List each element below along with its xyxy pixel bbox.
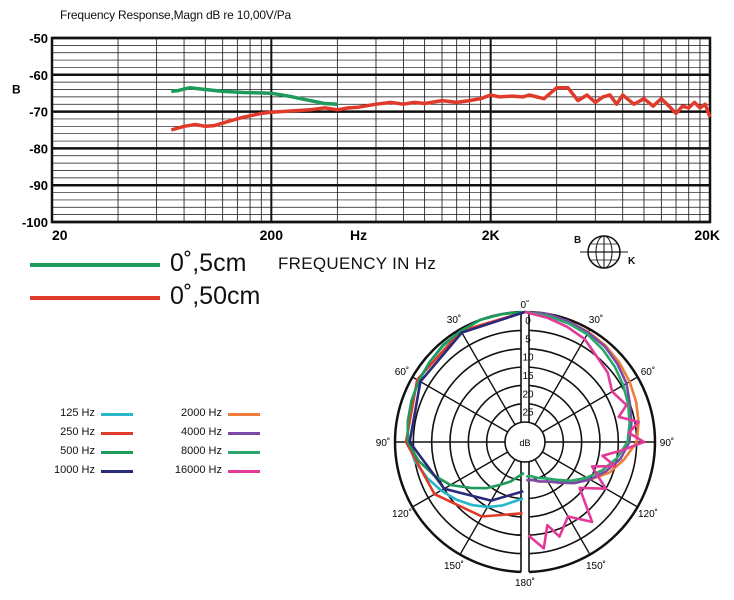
polar-radial-label: 10 — [522, 353, 534, 364]
x-axis-caption: FREQUENCY IN Hz — [278, 254, 437, 273]
polar-angle-label: 150˚ — [444, 560, 464, 572]
polar-radial-label: 15 — [522, 371, 534, 382]
x-tick-label: 2K — [482, 227, 500, 243]
polar-angle-label: 90˚ — [660, 437, 674, 449]
polar-gap-bottom — [521, 464, 529, 576]
series-line-50cm — [170, 85, 712, 132]
polar-radial-label: 5 — [525, 334, 531, 345]
y-tick-label: -90 — [29, 178, 48, 193]
y-tick-label: -50 — [29, 31, 48, 46]
polar-angle-label: 120˚ — [392, 508, 412, 520]
polar-angle-label: 30˚ — [589, 314, 603, 326]
polar-directivity-chart: 0 5 10 15 20 25 dB 0˚ 30˚ 30˚ 60˚ 60˚ 90˚ 90˚ 120˚ 120˚… — [376, 300, 674, 589]
polar-legend-swatch — [101, 451, 133, 454]
polar-angle-label: 60˚ — [641, 366, 655, 378]
polar-angle-label: 60˚ — [395, 366, 409, 378]
legend-item-5cm: 0˚,5cm — [22, 249, 352, 282]
polar-spoke — [541, 376, 638, 433]
frequency-response-chart: -50 -60 -70 -80 -90 -100 B 20 200 Hz 2K 20K — [12, 31, 720, 243]
polar-series-16000hz — [524, 310, 646, 550]
polar-spoke — [534, 329, 591, 426]
polar-angle-label: 180˚ — [515, 577, 535, 589]
polar-legend-swatch — [101, 413, 133, 416]
y-tick-label: -70 — [29, 105, 48, 120]
polar-spoke — [534, 458, 591, 555]
globe-icon — [580, 235, 628, 269]
polar-legend-text: 250 Hz — [60, 426, 95, 438]
polar-angle-label: 30˚ — [447, 314, 461, 326]
polar-gap-top — [521, 308, 529, 420]
polar-series-500hz — [406, 310, 526, 490]
legend-swatch-50cm — [30, 296, 160, 300]
polar-legend-text: 16000 Hz — [174, 464, 222, 476]
polar-spoke — [459, 329, 516, 426]
polar-legend-text: 500 Hz — [60, 445, 95, 457]
polar-spoke — [412, 451, 509, 508]
polar-angle-label: 120˚ — [638, 508, 658, 520]
polar-legend-swatch — [228, 432, 260, 435]
x-tick-label: Hz — [350, 227, 367, 243]
legend-item-50cm: 0˚,50cm — [22, 282, 352, 315]
series-line-5cm — [171, 85, 338, 106]
polar-legend-text: 125 Hz — [60, 407, 95, 419]
polar-series-1000hz — [408, 310, 526, 502]
x-tick-label: 20K — [694, 227, 720, 243]
legend-label-50cm: 0˚,50cm — [170, 282, 261, 310]
polar-radial-label: 20 — [522, 389, 534, 400]
polar-legend-text: 2000 Hz — [181, 407, 222, 419]
polar-legend-swatch — [228, 451, 260, 454]
polar-radial-label: 0 — [525, 316, 531, 327]
polar-legend-text: 8000 Hz — [181, 445, 222, 457]
logo-letter-b: B — [574, 235, 582, 246]
polar-spoke — [412, 376, 509, 433]
polar-center-label: dB — [519, 438, 530, 448]
polar-legend-swatch — [101, 432, 133, 435]
polar-radial-label: 25 — [522, 408, 534, 419]
y-tick-label: -80 — [29, 141, 48, 156]
polar-series-8000hz — [524, 310, 631, 483]
polar-legend-swatch — [228, 413, 260, 416]
polar-legend-swatch — [101, 470, 133, 473]
plot-frame — [50, 36, 712, 224]
y-axis-label: B — [12, 83, 21, 97]
polar-angle-label: 0˚ — [521, 300, 530, 311]
polar-angle-label: 150˚ — [586, 560, 606, 572]
chart-title: Frequency Response,Magn dB re 10,00V/Pa — [60, 8, 292, 22]
x-tick-label: 200 — [260, 227, 284, 243]
x-tick-label: 20 — [52, 227, 68, 243]
y-tick-label: -100 — [22, 215, 48, 230]
polar-angle-label: 90˚ — [376, 437, 390, 449]
polar-series-4000hz — [524, 310, 633, 485]
logo-letter-k: K — [628, 256, 636, 267]
bruel-kjaer-logo: B K — [574, 232, 636, 276]
polar-legend-swatch — [228, 470, 260, 473]
legend-swatch-5cm — [30, 263, 160, 267]
legend-label-5cm: 0˚,5cm — [170, 249, 247, 277]
polar-series-250hz — [404, 310, 526, 518]
y-tick-label: -60 — [29, 68, 48, 83]
polar-legend-text: 4000 Hz — [181, 426, 222, 438]
polar-legend-text: 1000 Hz — [54, 464, 95, 476]
